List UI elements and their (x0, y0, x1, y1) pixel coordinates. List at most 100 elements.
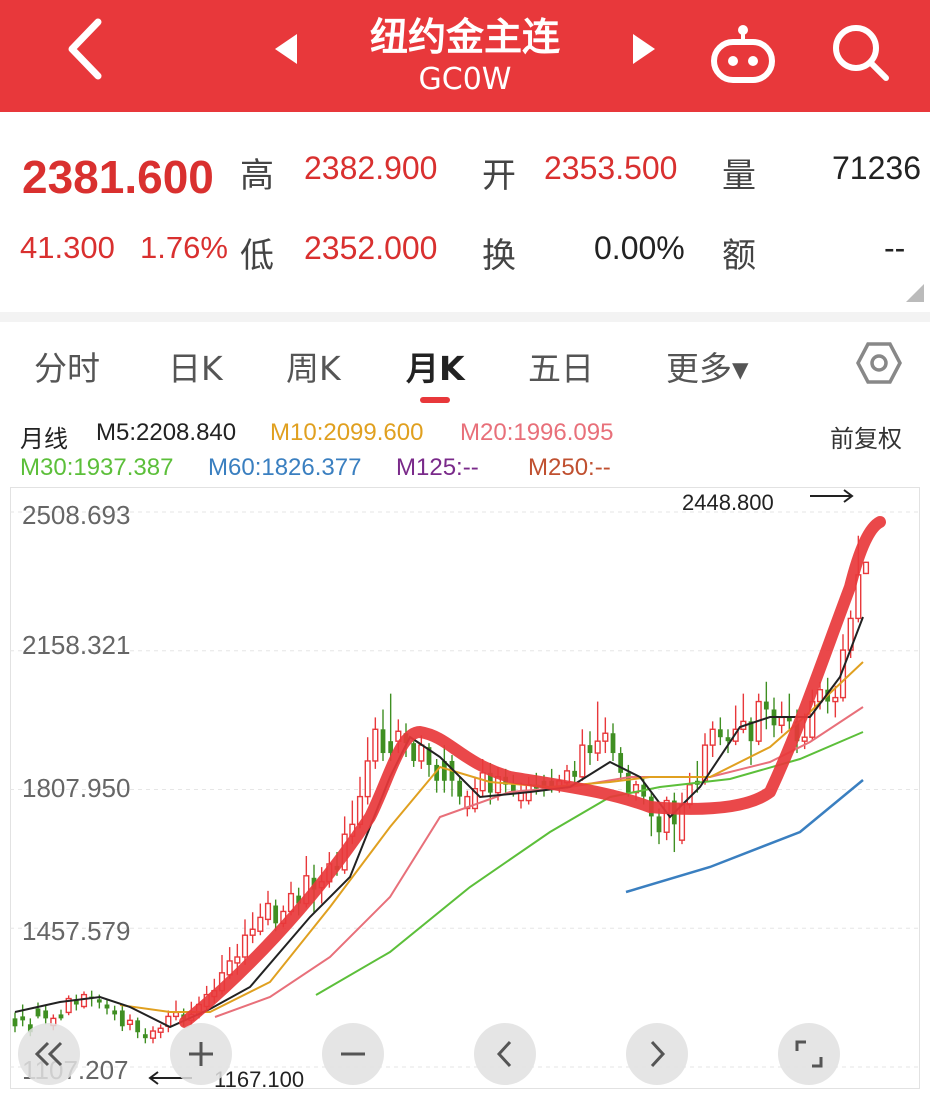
candle-body (594, 740, 601, 754)
candle-body (602, 732, 609, 742)
candle-body (426, 747, 432, 765)
tab-more[interactable]: 更多▾ (666, 349, 749, 388)
y-label-3: 1807.950 (22, 773, 131, 803)
chevron-right-icon (650, 1040, 666, 1068)
back-icon[interactable] (60, 14, 108, 84)
candle-body (119, 1010, 125, 1027)
ma10-line (119, 661, 864, 1013)
price-change-pct: 1.76% (140, 230, 228, 265)
minus-icon (341, 1052, 365, 1056)
period-tabs: 分时 日K 周K 月K 五日 更多▾ (0, 322, 930, 403)
candle-body (625, 772, 631, 793)
ma30-value: M30:1937.387 (20, 454, 174, 481)
candle-body (112, 1010, 118, 1015)
zoom-in-button[interactable] (170, 1023, 232, 1085)
candle-body (43, 1010, 49, 1019)
candle-body (73, 1000, 79, 1005)
candle-body (135, 1020, 141, 1033)
candle-body (510, 784, 516, 793)
active-tab-indicator (420, 397, 450, 403)
candle-body (725, 737, 731, 742)
candle-body (441, 760, 447, 781)
ma250-value: M250:-- (528, 454, 611, 481)
candle-body (579, 744, 586, 778)
divider (0, 312, 930, 322)
candle-body (96, 999, 102, 1003)
ma125-value: M125:-- (396, 454, 479, 481)
candle-body (149, 1030, 157, 1039)
candle-body (12, 1018, 18, 1027)
candle-body (418, 744, 425, 762)
ma60-line (625, 779, 864, 894)
candle-body (234, 956, 241, 964)
prev-icon[interactable] (275, 34, 297, 64)
candle-body (241, 934, 249, 958)
candle-body (372, 728, 379, 762)
candle-body (457, 780, 463, 797)
candle-body (104, 1004, 110, 1009)
scroll-right-button[interactable] (626, 1023, 688, 1085)
max-arrow-icon (810, 489, 854, 503)
search-icon[interactable] (828, 20, 892, 84)
scroll-left-button[interactable] (474, 1023, 536, 1085)
candle-body (778, 716, 785, 727)
candle-body (157, 1027, 164, 1033)
instrument-code: GC0W (418, 62, 512, 97)
candle-body (80, 993, 88, 1008)
line-type-label: 月线 (20, 426, 68, 453)
candle-body (249, 928, 256, 936)
ma20-value: M20:1996.095 (460, 419, 614, 446)
candle-body (264, 902, 272, 921)
ma20-line (214, 706, 864, 1018)
ma10-value: M10:2099.600 (270, 419, 424, 446)
y-label-2: 2158.321 (22, 630, 131, 660)
candle-body (786, 717, 792, 722)
max-annotation: 2448.800 (682, 490, 774, 515)
candle-body (656, 816, 662, 833)
zoom-out-button[interactable] (322, 1023, 384, 1085)
candle-body (142, 1034, 148, 1039)
high-value: 2382.900 (304, 150, 438, 186)
open-label: 开 (482, 156, 516, 196)
top-bar: 纽约金主连 GC0W (0, 0, 930, 112)
candle-body (388, 741, 394, 754)
last-price: 2381.600 (22, 151, 214, 203)
candle-body (380, 729, 386, 754)
chevron-left-icon (496, 1040, 512, 1068)
tab-five-day[interactable]: 五日 (528, 349, 594, 388)
candle-body (610, 733, 616, 754)
scroll-left-fast-button[interactable] (18, 1023, 80, 1085)
low-value: 2352.000 (304, 230, 438, 266)
candle-body (471, 787, 479, 810)
turnover-value: 0.00% (594, 230, 685, 266)
fullscreen-button[interactable] (778, 1023, 840, 1085)
ma60-value: M60:1826.377 (208, 454, 362, 481)
candle-body (748, 721, 754, 742)
robot-icon[interactable] (708, 20, 778, 90)
candle-body (801, 736, 808, 742)
candle-body (65, 997, 72, 1014)
trend-annotation-stroke (179, 516, 886, 1028)
ma5-value: M5:2208.840 (96, 419, 237, 446)
ma5-line (14, 616, 864, 1029)
candle-body (587, 745, 593, 754)
candle-body (862, 561, 870, 575)
y-label-1: 2508.693 (22, 500, 131, 530)
expand-corner-icon[interactable] (906, 284, 924, 302)
amount-value: -- (884, 230, 906, 266)
candle-body (709, 728, 716, 746)
fullscreen-icon (795, 1040, 823, 1068)
kline-chart[interactable]: 2448.800 1167.100 (10, 487, 920, 1089)
candle-body (572, 770, 578, 777)
y-label-4: 1457.579 (22, 916, 131, 946)
settings-icon[interactable] (856, 340, 902, 386)
tab-daily[interactable]: 日K (168, 349, 223, 388)
turnover-label: 换 (482, 236, 516, 276)
adjust-mode[interactable]: 前复权 (830, 426, 902, 453)
tab-monthly[interactable]: 月K (406, 349, 465, 388)
tab-weekly[interactable]: 周K (286, 349, 341, 388)
volume-value: 71236 (832, 150, 921, 186)
tab-intraday[interactable]: 分时 (34, 349, 100, 388)
candle-body (618, 753, 624, 773)
next-icon[interactable] (633, 34, 655, 64)
